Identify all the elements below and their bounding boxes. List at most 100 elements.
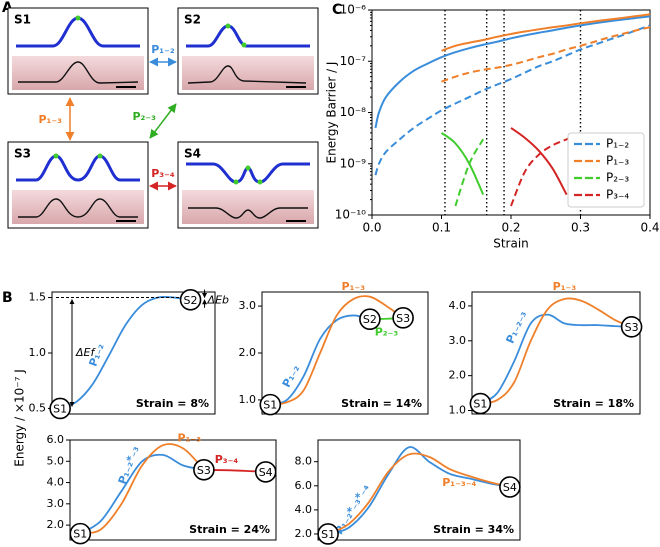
photo-rope — [188, 207, 308, 219]
state-node-label: S1 — [263, 399, 277, 412]
annotation: Strain = 14% — [341, 397, 422, 410]
transition-label: P₁₋₃ — [38, 113, 62, 126]
state-node — [499, 476, 521, 498]
annotation: Strain = 24% — [189, 523, 270, 536]
y-tick-label: 4.0 — [47, 476, 65, 489]
line — [59, 295, 191, 410]
state-node-label: S3 — [625, 321, 639, 334]
y-tick-label: 4.0 — [449, 299, 467, 312]
x-tick-label: 0.0 — [362, 221, 381, 235]
state-node — [469, 392, 492, 415]
x-tick-label: 0.2 — [501, 221, 520, 235]
state-node — [359, 308, 381, 331]
x-tick-label: 0.1 — [432, 221, 451, 235]
rope-highlight — [75, 15, 81, 21]
series-label: P₂₋₃ — [375, 326, 399, 339]
y-tick-label: 3.0 — [239, 299, 257, 312]
y-tick-label: 10⁻⁷ — [340, 54, 367, 68]
legend-label: P₂₋₃ — [606, 171, 629, 185]
series-label: P₁₋₃ — [178, 432, 202, 445]
rope-highlight — [241, 42, 247, 48]
state-node — [254, 461, 277, 483]
state-node-label: S3 — [396, 312, 410, 325]
state-node-label: S3 — [197, 464, 211, 477]
state-node — [317, 523, 339, 545]
series-label: P₁₋₂₋₃ — [503, 309, 529, 346]
line — [80, 443, 205, 535]
y-axis-label: Energy / ×10⁻⁷ J — [13, 369, 27, 467]
state-label: S3 — [14, 147, 31, 161]
transition-label: P₂₋₃ — [132, 110, 156, 123]
dashed-line — [374, 24, 650, 176]
rope-model — [16, 154, 140, 182]
y-tick-label: 10⁻⁸ — [340, 105, 367, 119]
line — [270, 314, 371, 406]
state-node-label: S4 — [259, 466, 273, 479]
state-box: S1 — [7, 7, 149, 95]
photo-rope — [18, 61, 139, 84]
state-node — [193, 458, 215, 481]
y-tick-label: 6.0 — [295, 479, 313, 492]
y-tick-label: 10⁻⁹ — [340, 156, 367, 170]
photo-rope — [18, 198, 138, 218]
y-tick-label: 5.0 — [47, 454, 65, 467]
photo — [182, 56, 314, 90]
y-axis-label: Energy Barrier / J — [325, 62, 339, 164]
state-node — [49, 397, 71, 420]
y-tick-label: 1.0 — [239, 393, 257, 406]
state-box: S4 — [177, 141, 319, 229]
transition-arrow — [149, 103, 177, 139]
dashed-line — [441, 26, 650, 83]
annotation: Strain = 8% — [136, 397, 209, 410]
photo — [182, 190, 314, 224]
y-tick-label: 3.0 — [449, 334, 467, 347]
state-node-label: S1 — [53, 402, 67, 415]
state-node — [620, 316, 643, 338]
legend-label: P₃₋₄ — [606, 188, 629, 202]
y-tick-label: 2.0 — [47, 518, 65, 531]
y-tick-label: 10⁻⁶ — [340, 3, 367, 17]
y-tick-label: 2.0 — [239, 346, 257, 359]
line — [79, 453, 205, 535]
state-label: S4 — [184, 147, 201, 161]
photo-rope — [187, 65, 307, 84]
line — [479, 313, 632, 405]
legend-label: P₁₋₂ — [606, 137, 629, 151]
dashed-line — [454, 138, 485, 207]
line — [374, 15, 650, 129]
state-node — [259, 393, 282, 416]
rope-highlight — [97, 153, 103, 159]
energy-label: ΔEb — [207, 294, 229, 307]
line — [510, 127, 568, 196]
legend-label: P₁₋₃ — [606, 154, 629, 168]
y-tick-label: 2.0 — [295, 527, 313, 540]
y-tick-label: 2.0 — [449, 369, 467, 382]
photo — [12, 190, 144, 224]
state-node — [392, 307, 414, 329]
line — [440, 132, 485, 196]
y-tick-label: 8.0 — [295, 455, 313, 468]
annotation: Strain = 34% — [433, 523, 514, 536]
y-tick-label: 0.5 — [29, 401, 47, 414]
annotation: Strain = 18% — [553, 397, 634, 410]
transition-label: P₃₋₄ — [151, 167, 175, 180]
state-node-label: S1 — [321, 528, 335, 541]
rope-highlight — [233, 179, 239, 185]
y-tick-label: 6.0 — [47, 433, 65, 446]
line — [441, 13, 650, 52]
state-node-label: S2 — [184, 294, 198, 307]
rope-highlight — [53, 153, 59, 159]
x-axis-label: Strain — [493, 237, 529, 251]
state-node-label: S4 — [503, 481, 517, 494]
state-node — [69, 522, 92, 545]
y-tick-label: 1.0 — [449, 404, 467, 417]
state-box: S2 — [177, 7, 319, 95]
line — [327, 452, 511, 535]
panel-label: B — [2, 290, 13, 306]
series-label: P₁₋₃₋₄ — [442, 476, 476, 489]
line — [480, 297, 632, 405]
rope-highlight — [245, 165, 251, 171]
plot-frame — [471, 291, 641, 415]
y-tick-label: 4.0 — [295, 503, 313, 516]
